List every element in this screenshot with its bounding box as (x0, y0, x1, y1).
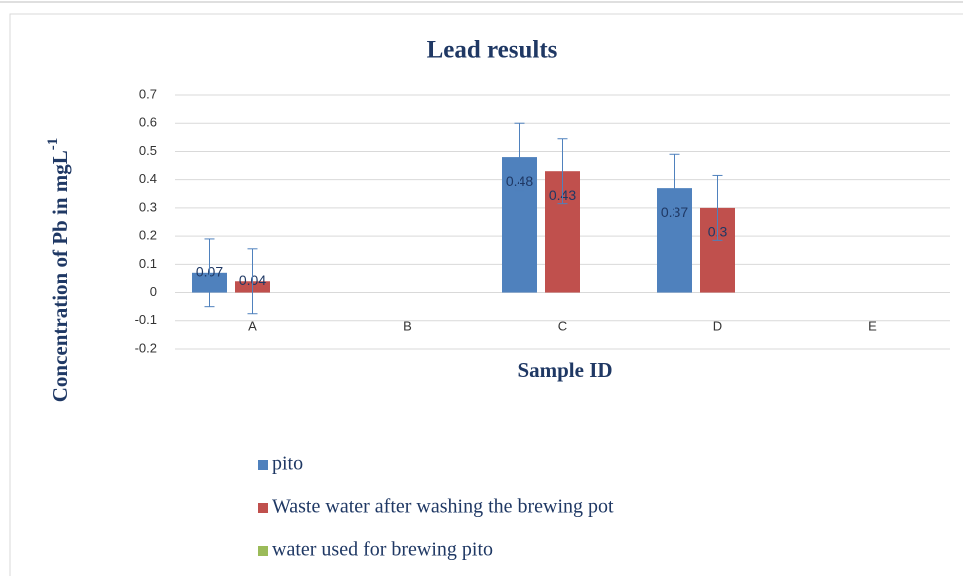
legend-label: water used for brewing pito (272, 539, 493, 561)
legend-swatch (258, 460, 268, 470)
x-tick-label: A (248, 318, 257, 333)
y-tick-label: 0.2 (139, 228, 157, 243)
legend-label: Waste water after washing the brewing po… (272, 496, 614, 518)
y-tick-label: 0.5 (139, 143, 157, 158)
x-tick-label: B (403, 318, 412, 333)
x-axis-title: Sample ID (517, 358, 612, 382)
y-tick-label: 0.3 (139, 199, 157, 214)
y-tick-label: 0 (150, 284, 157, 299)
y-tick-label: 0.4 (139, 171, 157, 186)
y-axis-title-superscript: -1 (45, 138, 61, 151)
x-tick-label: C (558, 318, 567, 333)
chart-frame (9, 13, 963, 576)
y-tick-label: 0.7 (139, 86, 157, 101)
x-tick-label: E (868, 318, 877, 333)
x-tick-label: D (713, 318, 722, 333)
y-axis-title: Concentration of Pb in mgL-1 (45, 138, 71, 403)
legend-label: pito (272, 453, 303, 475)
y-tick-label: 0.6 (139, 115, 157, 130)
chart-title: Lead results (427, 37, 558, 64)
y-axis-title-text: Concentration of Pb in mgL (48, 150, 72, 402)
y-tick-label: -0.2 (135, 340, 157, 355)
legend-swatch (258, 546, 268, 556)
y-tick-label: 0.1 (139, 256, 157, 271)
legend-swatch (258, 503, 268, 513)
y-tick-label: -0.1 (135, 312, 157, 327)
